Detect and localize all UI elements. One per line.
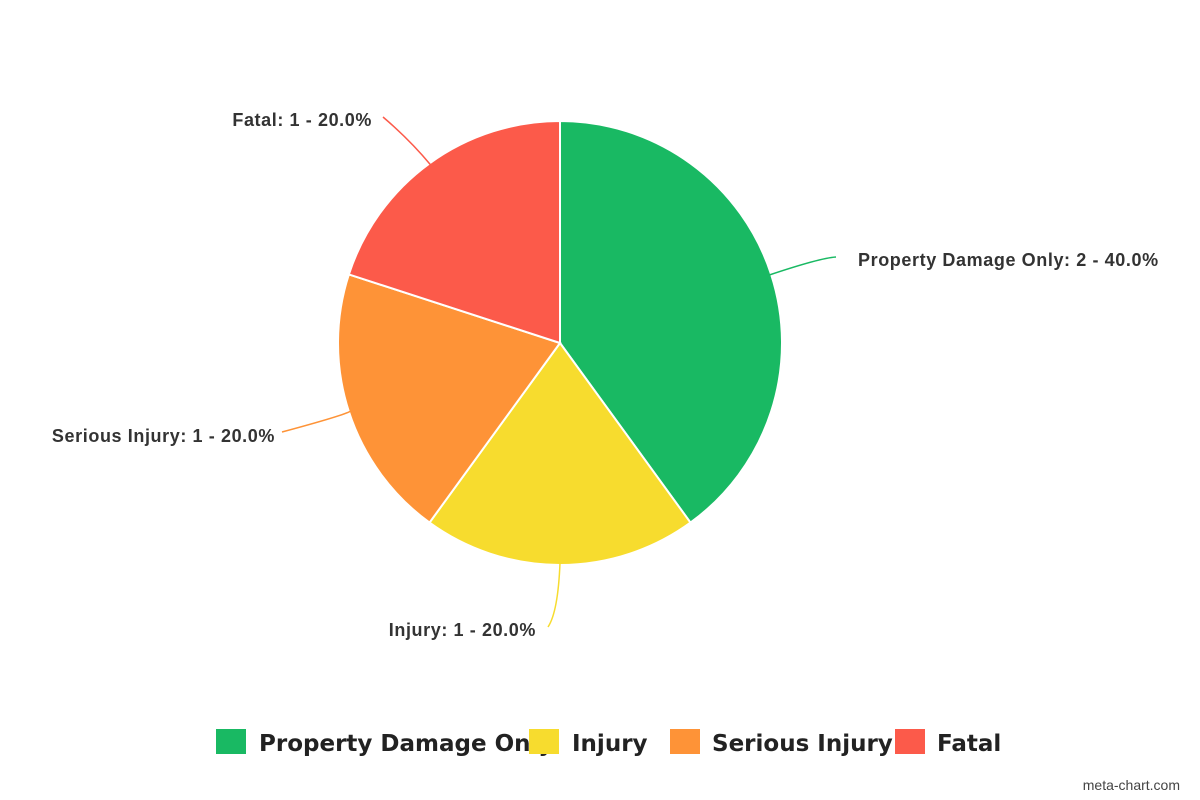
data-label-injury: Injury: 1 - 20.0%: [389, 620, 536, 640]
credit-text: meta-chart.com: [1083, 777, 1180, 793]
legend-swatch-injury: [529, 729, 559, 754]
legend-label-fatal: Fatal: [937, 731, 1001, 757]
leader-lines: [281, 116, 837, 628]
legend-label-serious-injury: Serious Injury: [712, 731, 893, 757]
legend: Property Damage Only Injury Serious Inju…: [216, 729, 1001, 757]
legend-swatch-fatal: [895, 729, 925, 754]
data-label-property-damage-only: Property Damage Only: 2 - 40.0%: [858, 250, 1159, 270]
leader-line-serious-injury: [281, 410, 352, 433]
legend-label-property-damage-only: Property Damage Only: [259, 731, 553, 757]
pie-slices: [337, 119, 783, 566]
legend-swatch-property-damage-only: [216, 729, 246, 754]
leader-line-fatal: [382, 116, 432, 166]
leader-line-injury: [547, 562, 561, 628]
legend-swatch-serious-injury: [670, 729, 700, 754]
leader-line-property-damage-only: [768, 256, 837, 276]
data-label-fatal: Fatal: 1 - 20.0%: [232, 110, 372, 130]
legend-label-injury: Injury: [572, 731, 648, 757]
data-label-serious-injury: Serious Injury: 1 - 20.0%: [52, 426, 275, 446]
